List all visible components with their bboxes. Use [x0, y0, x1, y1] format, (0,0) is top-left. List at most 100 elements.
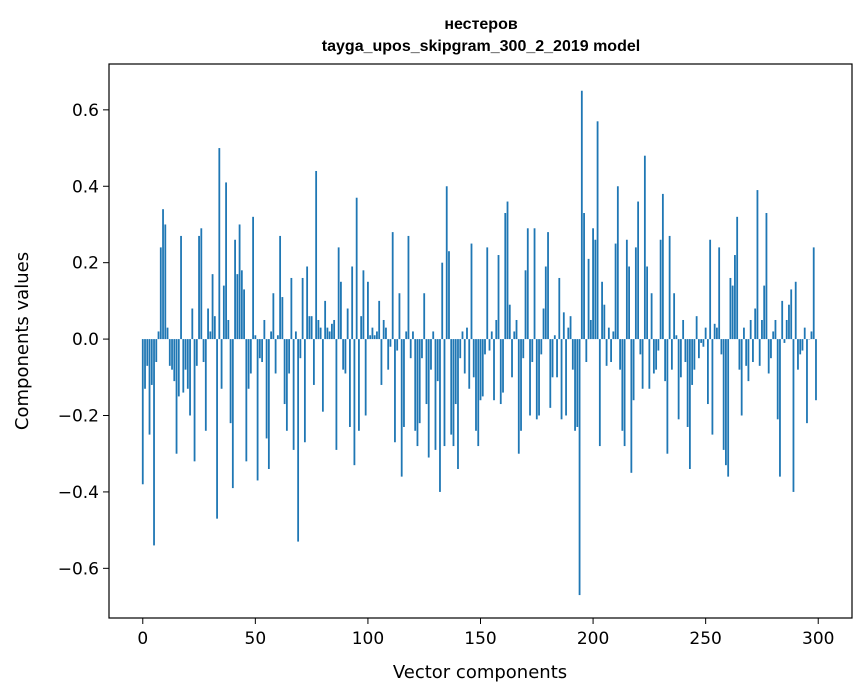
bar [292, 339, 295, 450]
bar [556, 339, 558, 378]
bar [306, 266, 309, 340]
bar [625, 239, 628, 340]
bar [664, 339, 667, 382]
bar [173, 339, 176, 382]
bar [414, 339, 417, 431]
bar [709, 239, 712, 340]
bar [770, 339, 772, 359]
bar [594, 239, 597, 340]
bar [607, 327, 610, 340]
bar [673, 293, 676, 340]
bar [443, 339, 446, 447]
bar [659, 239, 662, 340]
bar [387, 339, 390, 370]
bar [189, 339, 191, 416]
bar [430, 339, 432, 370]
bar [522, 339, 525, 359]
bar [580, 90, 583, 340]
bar [589, 319, 592, 340]
bar [403, 339, 405, 427]
bar [331, 323, 333, 340]
bar [731, 285, 734, 340]
bar [245, 339, 248, 462]
bar [234, 239, 236, 340]
bar [549, 339, 552, 408]
bar [810, 331, 813, 340]
x-tick-label: 50 [245, 629, 267, 649]
bar [376, 331, 378, 340]
y-tick-label: 0.4 [72, 177, 99, 197]
bar [209, 331, 212, 340]
bar [256, 339, 259, 481]
bar [754, 308, 757, 340]
bar [576, 339, 579, 427]
bar [520, 339, 522, 431]
bar [574, 339, 576, 431]
bar [592, 228, 594, 340]
bar [326, 327, 329, 340]
bar [583, 213, 585, 340]
bar [486, 247, 489, 340]
bar [317, 319, 320, 340]
bar [380, 339, 383, 385]
bar [184, 339, 187, 370]
bar [400, 339, 403, 477]
bar [358, 339, 360, 431]
bar [605, 339, 608, 366]
bar [267, 339, 270, 469]
bar [195, 339, 198, 366]
bar [803, 327, 806, 340]
bar [407, 235, 410, 340]
bar [598, 339, 601, 447]
bar [472, 339, 475, 378]
bar [490, 331, 493, 340]
bar [321, 339, 324, 412]
bar [481, 339, 484, 397]
bar [157, 331, 160, 340]
y-ticks: −0.6 −0.4 −0.2 0.0 0.2 0.4 0.6 [58, 101, 109, 579]
bar [385, 327, 387, 340]
bar [191, 308, 194, 340]
bar [303, 339, 306, 443]
bar [477, 339, 480, 447]
x-tick-label: 150 [464, 629, 496, 649]
bar [648, 339, 651, 389]
bar [652, 339, 655, 374]
bar [776, 339, 779, 420]
bar [774, 319, 777, 340]
bar [468, 339, 471, 389]
bar [373, 335, 376, 340]
bar [567, 327, 570, 340]
bar [788, 304, 790, 340]
bar [301, 277, 304, 340]
bar [734, 255, 736, 340]
bar [355, 197, 358, 340]
bar [243, 289, 245, 340]
bar [661, 193, 664, 340]
bar [159, 247, 162, 340]
bar [258, 339, 261, 359]
bar [727, 339, 730, 477]
bar [785, 319, 788, 340]
bar [639, 339, 642, 355]
bar [558, 277, 561, 340]
bar [310, 316, 313, 340]
bar [502, 339, 504, 393]
bar [538, 339, 540, 416]
bar [540, 339, 543, 355]
bar [601, 281, 603, 340]
bar [497, 255, 500, 340]
bar [434, 339, 437, 450]
bar [695, 316, 698, 340]
bar [279, 235, 282, 340]
bar [698, 339, 700, 359]
bar [141, 339, 144, 485]
bar [603, 304, 606, 340]
bar [423, 293, 426, 340]
y-axis-label: Components values [12, 252, 33, 430]
bar [450, 339, 453, 435]
bar [812, 247, 815, 340]
bar [743, 327, 745, 340]
y-tick-label: −0.4 [58, 483, 99, 503]
bar [175, 339, 178, 454]
